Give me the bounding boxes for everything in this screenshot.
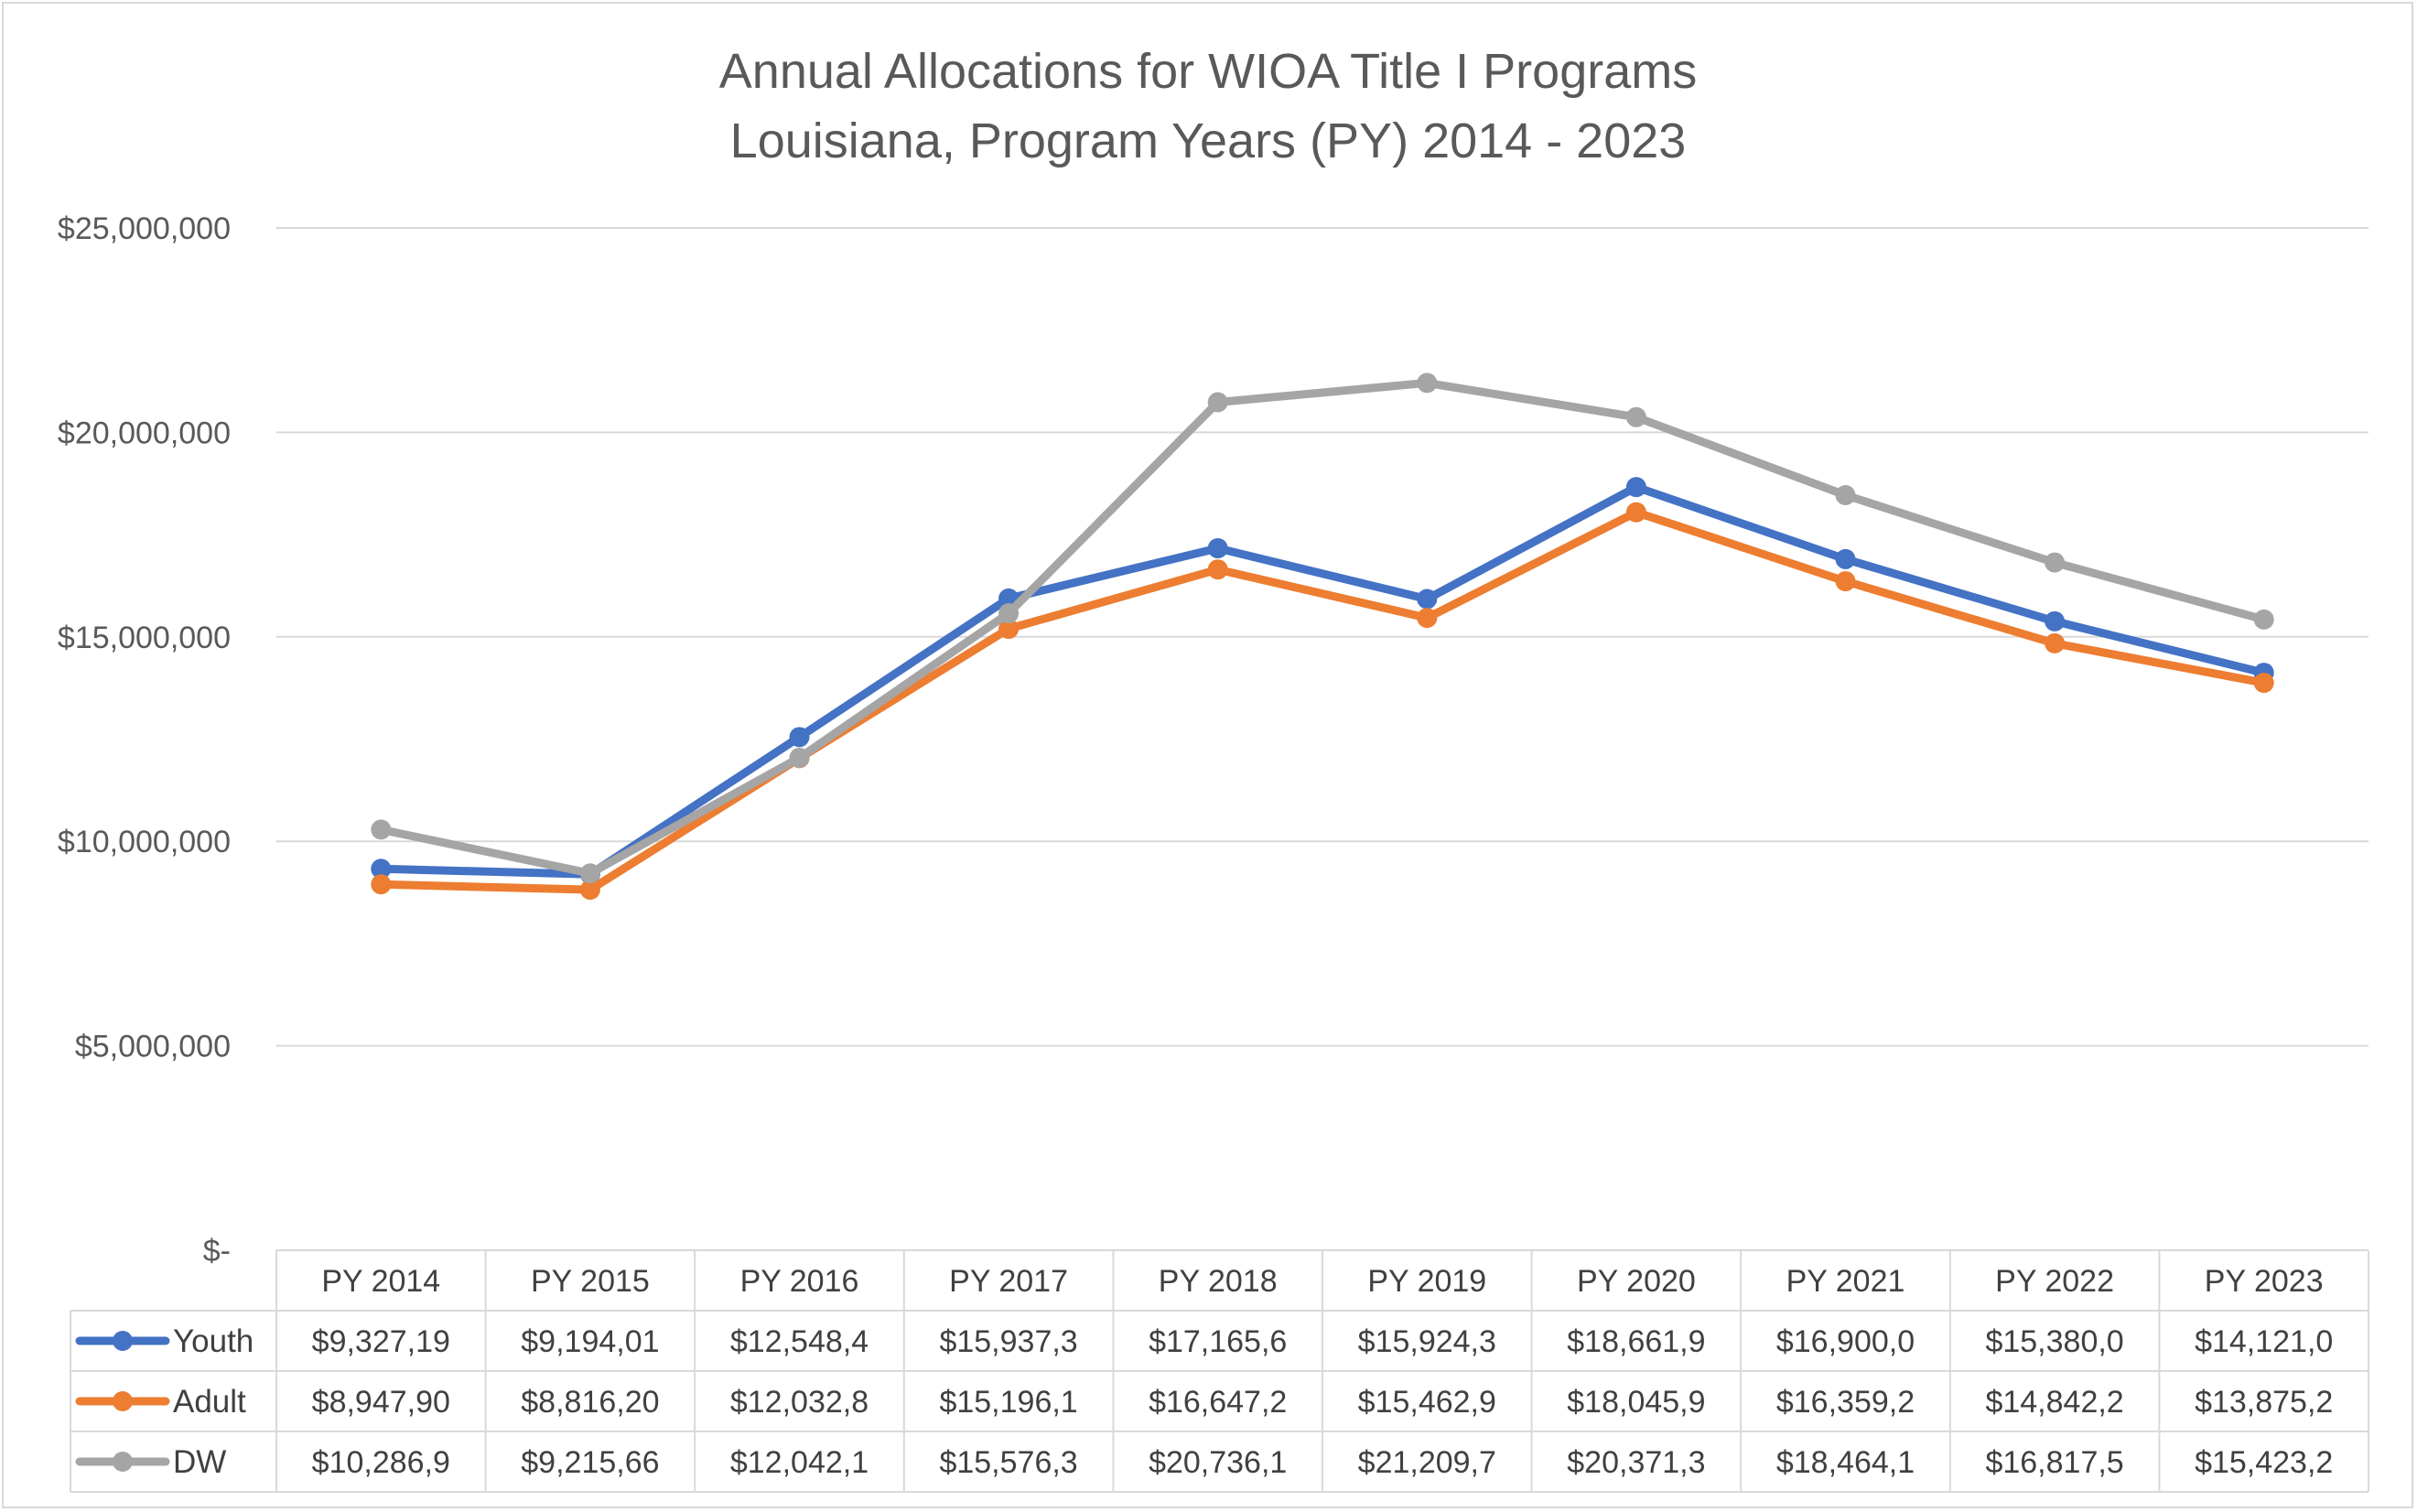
table-cell: $13,875,2: [2195, 1385, 2333, 1420]
table-cell: $9,194,01: [521, 1324, 659, 1359]
table-cell: $12,548,4: [730, 1324, 869, 1359]
y-tick-label: $25,000,000: [58, 211, 231, 246]
table-cell: $14,842,2: [1985, 1385, 2123, 1420]
legend-series-name: DW: [173, 1444, 226, 1480]
chart-title-line-1: Annual Allocations for WIOA Title I Prog…: [719, 44, 1697, 99]
table-cell: $16,647,2: [1149, 1385, 1287, 1420]
y-tick-label: $20,000,000: [58, 416, 231, 450]
data-point: [1207, 392, 1228, 413]
x-category-label: PY 2017: [949, 1264, 1068, 1299]
data-point: [1625, 406, 1646, 427]
data-point: [789, 747, 810, 768]
x-category-label: PY 2018: [1159, 1264, 1278, 1299]
table-cell: $18,464,1: [1776, 1445, 1915, 1480]
data-point: [1835, 548, 1856, 569]
data-point: [579, 863, 600, 884]
series-dw: [371, 373, 2274, 884]
data-point: [371, 819, 392, 840]
data-table: PY 2014 PY 2015 PY 2016 PY 2017 PY 2018 PY 20…: [70, 1249, 2369, 1493]
legend-key-marker: [113, 1452, 133, 1472]
data-point: [2045, 610, 2066, 632]
table-cell: $15,576,3: [939, 1445, 1077, 1480]
x-category-label: PY 2021: [1786, 1264, 1905, 1299]
table-cell: $8,947,90: [312, 1385, 450, 1420]
x-category-label: PY 2023: [2205, 1264, 2324, 1299]
data-point: [2045, 552, 2066, 573]
y-axis-tick-labels: $- $5,000,000 $10,000,000 $15,000,000 $20,00…: [58, 211, 231, 1269]
table-cell: $8,816,20: [521, 1385, 659, 1420]
x-category-label: PY 2020: [1577, 1264, 1696, 1299]
data-point: [998, 603, 1020, 624]
table-cell: $12,042,1: [730, 1445, 869, 1480]
table-cell: $15,380,0: [1985, 1324, 2123, 1359]
table-cell: $20,736,1: [1149, 1445, 1287, 1480]
data-point: [1835, 485, 1856, 506]
data-point: [1625, 502, 1646, 523]
data-point: [579, 880, 600, 901]
x-category-label: PY 2016: [740, 1264, 859, 1299]
data-point: [2253, 673, 2274, 694]
legend-key-marker: [113, 1331, 133, 1351]
table-cell: $20,371,3: [1567, 1445, 1705, 1480]
data-point: [1417, 589, 1438, 610]
table-cell: $16,900,0: [1776, 1324, 1915, 1359]
legend-key-marker: [113, 1391, 133, 1411]
data-point: [1417, 608, 1438, 629]
table-cell: $15,462,9: [1358, 1385, 1496, 1420]
data-point: [1417, 373, 1438, 394]
data-point: [371, 874, 392, 895]
table-cell: $15,937,3: [939, 1324, 1077, 1359]
data-point: [1207, 559, 1228, 580]
y-tick-label: $10,000,000: [58, 825, 231, 859]
y-tick-label: $5,000,000: [75, 1030, 231, 1064]
x-category-label: PY 2014: [321, 1264, 440, 1299]
data-point: [1207, 538, 1228, 559]
chart-title: Annual Allocations for WIOA Title I Prog…: [719, 44, 1697, 168]
table-cell: $17,165,6: [1149, 1324, 1287, 1359]
table-cell: $14,121,0: [2195, 1324, 2333, 1359]
series-line: [376, 508, 2269, 894]
table-cell: $10,286,9: [312, 1445, 450, 1480]
data-point: [1625, 477, 1646, 498]
data-point: [2045, 632, 2066, 653]
plot-series: [371, 373, 2274, 901]
x-category-label: PY 2015: [531, 1264, 650, 1299]
table-cell: $18,045,9: [1567, 1385, 1705, 1420]
table-cell: $16,359,2: [1776, 1385, 1915, 1420]
data-point: [2253, 609, 2274, 630]
series-line: [376, 482, 2269, 879]
table-cell: $18,661,9: [1567, 1324, 1705, 1359]
legend-series-name: Youth: [173, 1323, 254, 1359]
x-category-label: PY 2019: [1367, 1264, 1486, 1299]
table-cell: $15,423,2: [2195, 1445, 2333, 1480]
legend-series-name: Adult: [173, 1384, 246, 1420]
data-point: [998, 619, 1020, 640]
series-line: [376, 378, 2269, 878]
table-cell: $15,924,3: [1358, 1324, 1496, 1359]
data-point: [1835, 571, 1856, 592]
data-point: [789, 727, 810, 748]
chart-title-line-2: Louisiana, Program Years (PY) 2014 - 202…: [730, 113, 1687, 168]
x-category-label: PY 2022: [1995, 1264, 2114, 1299]
table-cell: $12,032,8: [730, 1385, 869, 1420]
table-cell: $9,327,19: [312, 1324, 450, 1359]
y-tick-label: $15,000,000: [58, 621, 231, 655]
data-point: [371, 859, 392, 880]
table-cell: $15,196,1: [939, 1385, 1077, 1420]
table-cell: $21,209,7: [1358, 1445, 1496, 1480]
y-tick-label: $-: [203, 1234, 231, 1269]
table-cell: $16,817,5: [1985, 1445, 2123, 1480]
table-cell: $9,215,66: [521, 1445, 659, 1480]
